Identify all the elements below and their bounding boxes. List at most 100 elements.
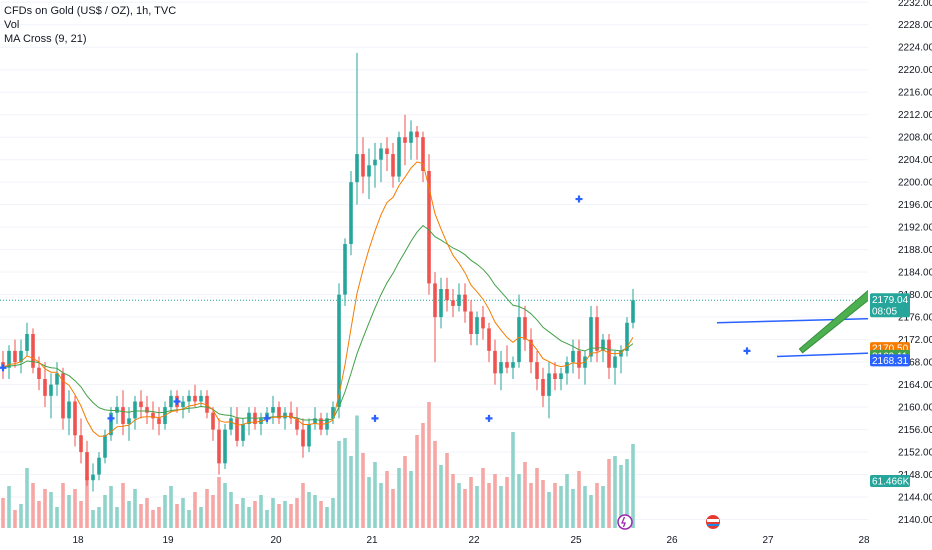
candle-body xyxy=(445,289,449,301)
candle-body xyxy=(415,131,419,138)
legend-symbol[interactable]: CFDs on Gold (US$ / OZ), 1h, TVC xyxy=(4,5,177,17)
price-tick-label: 2216.00 xyxy=(898,88,932,99)
volume-bar xyxy=(595,483,599,528)
volume-bar xyxy=(607,459,611,528)
volume-bar xyxy=(271,498,275,528)
ma-cross-marker xyxy=(0,364,7,372)
volume-bar xyxy=(301,483,305,528)
volume-bar xyxy=(313,495,317,528)
legend-volume[interactable]: Vol xyxy=(4,19,20,31)
volume-bar xyxy=(103,495,107,528)
price-tick-label: 2180.00 xyxy=(898,290,932,301)
volume-bar xyxy=(373,462,377,528)
volume-bar xyxy=(493,474,497,528)
volume-bar xyxy=(559,486,563,528)
volume-bar xyxy=(469,477,473,528)
candle-body xyxy=(571,350,575,363)
time-tick-label: 26 xyxy=(666,535,678,546)
candle-body xyxy=(343,244,347,295)
price-badge xyxy=(870,475,910,487)
candle-body xyxy=(577,350,581,368)
candle-body xyxy=(619,350,623,357)
price-tick-label: 2188.00 xyxy=(898,245,932,256)
candle-body xyxy=(109,412,113,436)
candle-body xyxy=(463,294,467,312)
time-tick-label: 25 xyxy=(570,535,582,546)
candle-body xyxy=(55,373,59,385)
flag-stripe xyxy=(707,524,719,526)
candle-body xyxy=(541,378,545,396)
candle-body xyxy=(451,300,455,306)
volume-bar xyxy=(193,492,197,528)
ma-cross-marker xyxy=(173,397,181,405)
volume-bar xyxy=(439,465,443,528)
candle-body xyxy=(103,435,107,458)
candle-body xyxy=(379,148,383,160)
volume-bar xyxy=(133,489,137,528)
price-tick-label: 2196.00 xyxy=(898,200,932,211)
volume-bar xyxy=(487,483,491,528)
price-tick-label: 2192.00 xyxy=(898,223,932,234)
candle-body xyxy=(391,154,395,177)
candle-body xyxy=(79,435,83,453)
candle-body xyxy=(553,373,557,379)
candle-body xyxy=(85,452,89,481)
candle-body xyxy=(493,350,497,374)
price-tick-label: 2200.00 xyxy=(898,178,932,189)
volume-bars xyxy=(1,402,635,528)
volume-bar xyxy=(445,453,449,528)
candle-body xyxy=(547,373,551,396)
candle-body xyxy=(631,300,635,323)
candle-body xyxy=(535,362,539,379)
volume-bar xyxy=(145,498,149,528)
flag-stripe xyxy=(707,519,719,522)
candle-body xyxy=(205,395,209,413)
volume-bar xyxy=(307,492,311,528)
volume-bar xyxy=(253,501,257,528)
price-tick-label: 2208.00 xyxy=(898,133,932,144)
candle-body xyxy=(373,159,377,166)
volume-bar xyxy=(457,483,461,528)
price-axis[interactable]: 2140.00 2144.00 2148.00 2152.00 2156.00 2160.… xyxy=(868,0,932,550)
ma-cross-marker xyxy=(263,414,271,422)
candle-body xyxy=(505,362,509,368)
volume-bar xyxy=(175,504,179,528)
candle-body xyxy=(283,412,287,419)
price-tick-label: 2172.00 xyxy=(898,335,932,346)
candle-body xyxy=(127,418,131,424)
event-icons[interactable] xyxy=(617,514,720,530)
price-tick-label: 2232.00 xyxy=(898,0,932,9)
candle-body xyxy=(427,170,431,284)
volume-bar xyxy=(379,483,383,528)
time-axis[interactable]: 18 19 20 21 22 25 26 27 28 xyxy=(0,530,870,550)
candle-body xyxy=(289,412,293,419)
candle-body xyxy=(7,350,11,368)
volume-bar xyxy=(583,486,587,528)
volume-bar xyxy=(181,498,185,528)
candle-body xyxy=(133,401,137,419)
price-tick-label: 2228.00 xyxy=(898,20,932,31)
volume-bar xyxy=(517,474,521,528)
ma-cross-marker xyxy=(575,195,583,203)
candle-body xyxy=(67,401,71,419)
volume-bar xyxy=(241,498,245,528)
volume-bar xyxy=(577,471,581,528)
candle-body xyxy=(433,283,437,318)
candle-body xyxy=(355,154,359,183)
candle-body xyxy=(499,362,503,374)
ma-cross-marker xyxy=(743,347,751,355)
volume-bar xyxy=(67,495,71,528)
chart-grid xyxy=(0,1,868,521)
legend-indicator[interactable]: MA Cross (9, 21) xyxy=(4,33,87,45)
volume-bar xyxy=(295,498,299,528)
projection-arrow xyxy=(798,229,932,354)
candle-body xyxy=(439,289,443,318)
candle-body xyxy=(247,412,251,424)
price-tick-label: 2148.00 xyxy=(898,470,932,481)
candle-body xyxy=(19,350,23,363)
candle-body xyxy=(313,418,317,424)
volume-bar xyxy=(79,501,83,528)
volume-bar xyxy=(1,498,5,528)
ma-cross-markers xyxy=(0,195,751,422)
